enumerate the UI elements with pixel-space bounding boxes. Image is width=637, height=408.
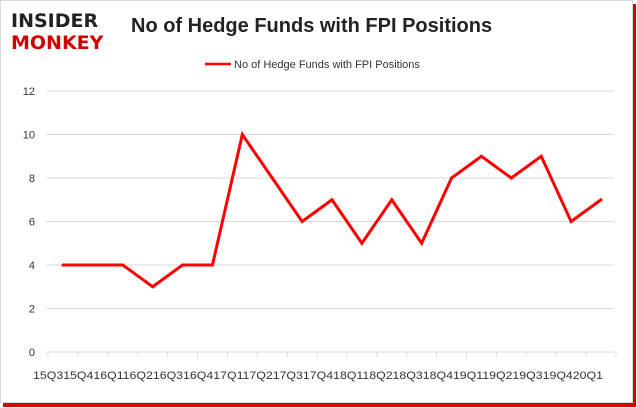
logo-line1: INSIDER — [11, 10, 98, 32]
data-point-2019Q3 — [539, 154, 543, 158]
data-point-2020Q1 — [599, 198, 603, 202]
insider-monkey-logo: INSIDER MONKEY — [9, 7, 119, 54]
series-layer — [61, 130, 603, 289]
data-point-2017Q4 — [330, 198, 334, 202]
y-tick-label: 4 — [29, 260, 35, 272]
data-point-2016Q2 — [151, 285, 155, 289]
y-tick-label: 10 — [23, 130, 35, 142]
data-point-2018Q2 — [390, 198, 394, 202]
legend: No of Hedge Funds with FPI Positions — [205, 59, 420, 71]
y-tick-label: 12 — [23, 86, 35, 98]
y-tick-label: 0 — [29, 347, 35, 359]
data-point-2019Q1 — [479, 154, 483, 158]
data-point-2019Q4 — [569, 220, 573, 223]
data-point-2016Q1 — [121, 263, 125, 267]
data-point-2018Q3 — [420, 241, 424, 245]
data-point-2016Q3 — [181, 263, 185, 267]
y-tick-label: 2 — [29, 304, 35, 316]
data-point-2018Q1 — [360, 241, 364, 245]
data-point-2016Q4 — [210, 263, 214, 267]
y-tick-label: 8 — [29, 173, 35, 185]
data-point-2015Q3 — [61, 263, 65, 267]
data-point-2017Q3 — [300, 220, 304, 223]
x-tick-labels: 15Q315Q416Q116Q216Q316Q417Q117Q217Q317Q4… — [33, 370, 603, 382]
logo-line2: MONKEY — [11, 32, 104, 53]
y-tick-label: 6 — [29, 217, 35, 229]
data-point-2019Q2 — [509, 176, 513, 180]
gridlines — [46, 90, 617, 357]
data-point-2017Q1 — [240, 133, 244, 136]
data-point-2018Q4 — [450, 176, 454, 180]
legend-label: No of Hedge Funds with FPI Positions — [234, 59, 420, 71]
chart-title: No of Hedge Funds with FPI Positions — [131, 15, 493, 37]
series-line-0 — [63, 130, 602, 289]
data-point-2017Q2 — [270, 176, 274, 180]
data-point-2015Q4 — [91, 263, 95, 267]
x-axis-labels: 15Q315Q416Q116Q216Q316Q417Q117Q217Q317Q4… — [33, 370, 603, 382]
y-axis-ticks: 0 2 4 6 8 10 12 — [23, 86, 35, 359]
